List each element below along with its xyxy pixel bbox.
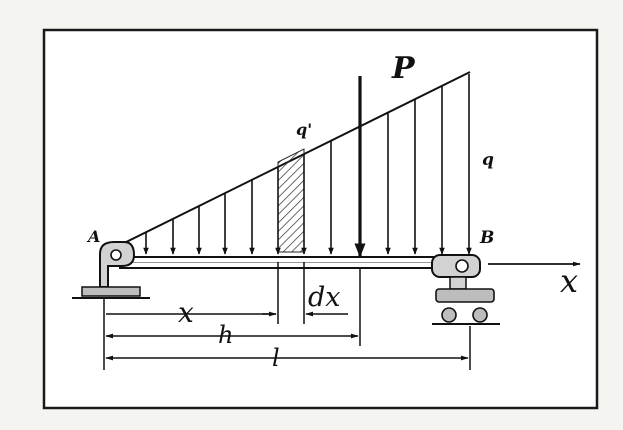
label-axis-x: x xyxy=(560,262,578,300)
label-support-a: A xyxy=(86,227,100,246)
label-load-at-x: q' xyxy=(296,120,312,139)
label-point-load: P xyxy=(391,51,416,86)
figure-frame xyxy=(42,28,599,410)
support-b-roller xyxy=(431,254,500,325)
label-dim-h: h xyxy=(218,321,233,349)
hatched-strip-dx xyxy=(277,148,305,253)
dimension-extension-lines xyxy=(103,262,471,370)
label-dim-dx: dx xyxy=(308,282,341,313)
label-load-max: q xyxy=(482,150,494,170)
support-a-pin xyxy=(72,241,150,299)
distributed-load-arrows xyxy=(143,74,472,255)
label-dim-x: x xyxy=(178,296,194,329)
label-support-b: B xyxy=(479,228,494,248)
label-dim-l: l xyxy=(272,344,280,372)
